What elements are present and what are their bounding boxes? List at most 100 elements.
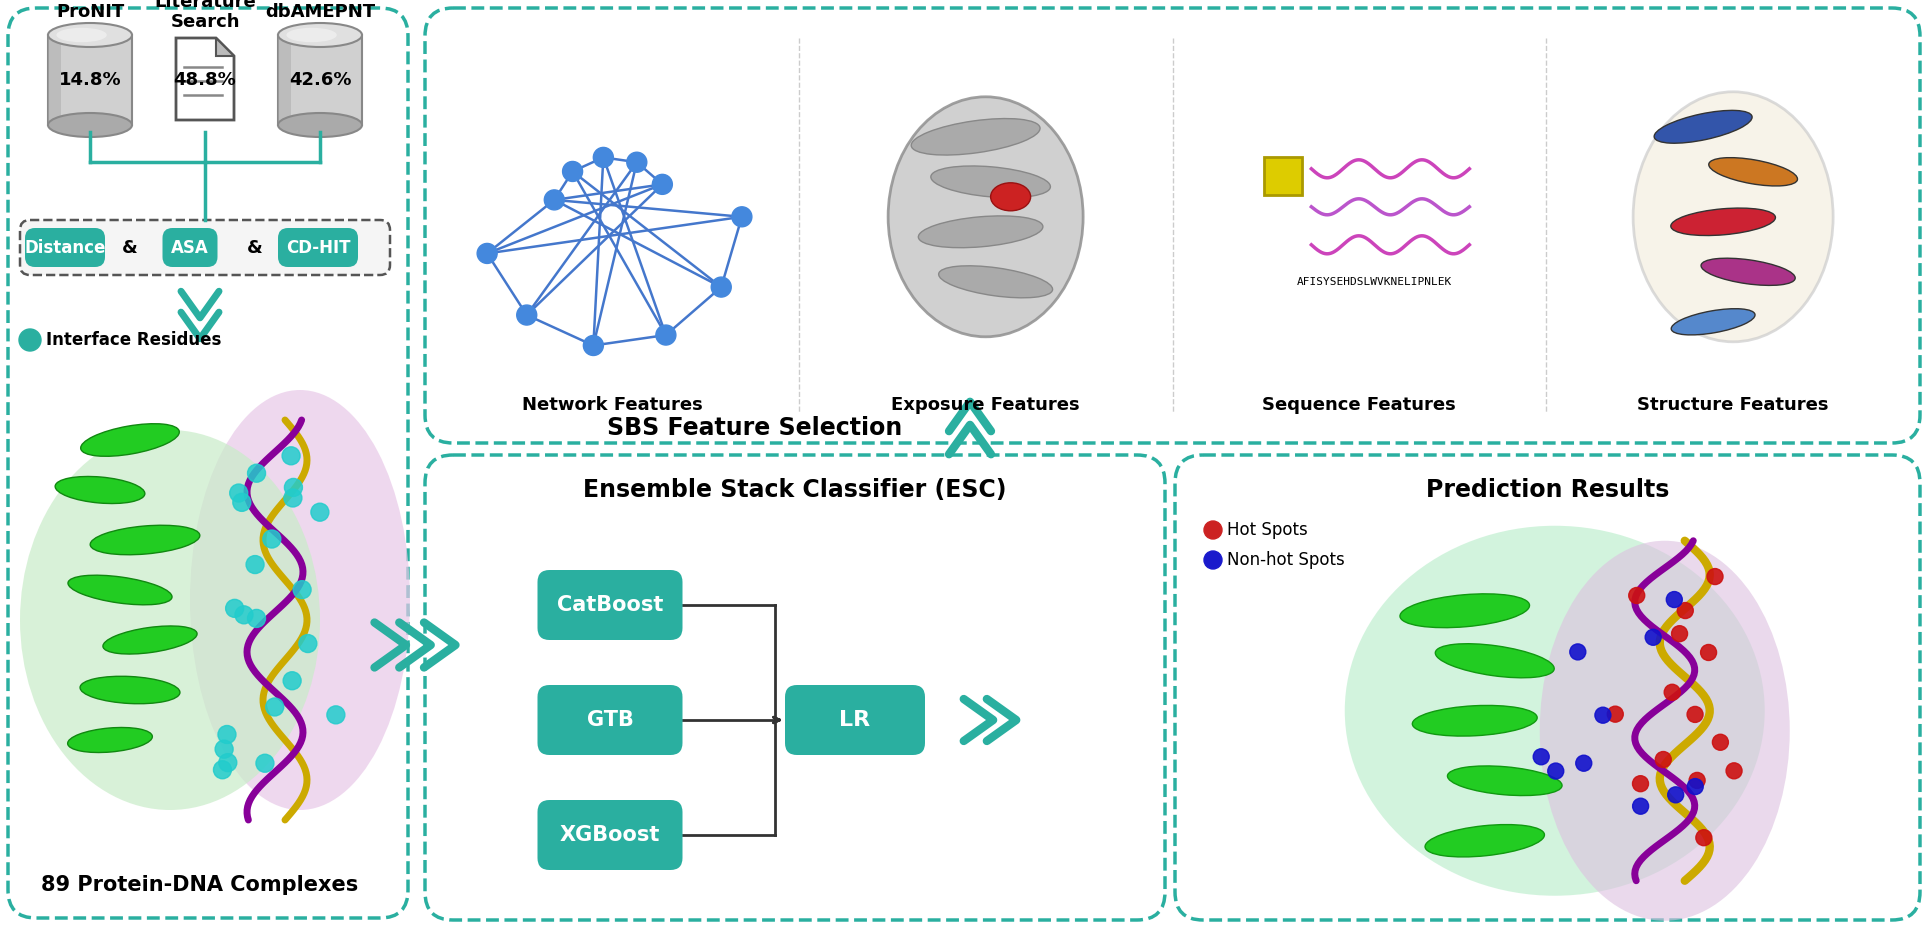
FancyBboxPatch shape <box>25 228 104 267</box>
Text: Interface Residues: Interface Residues <box>46 331 222 349</box>
Circle shape <box>1676 603 1694 618</box>
Circle shape <box>1204 521 1222 539</box>
Circle shape <box>19 329 40 351</box>
Ellipse shape <box>1436 643 1555 678</box>
Circle shape <box>1696 830 1711 845</box>
Text: &: & <box>247 238 262 257</box>
Circle shape <box>266 698 283 716</box>
Circle shape <box>1534 749 1549 765</box>
Text: Hot Spots: Hot Spots <box>1227 521 1308 539</box>
Circle shape <box>247 464 266 482</box>
Text: ProNIT: ProNIT <box>56 3 123 21</box>
Ellipse shape <box>67 575 172 604</box>
FancyBboxPatch shape <box>538 800 682 870</box>
Text: Non-hot Spots: Non-hot Spots <box>1227 551 1345 569</box>
Ellipse shape <box>81 677 179 704</box>
Polygon shape <box>175 38 233 120</box>
Ellipse shape <box>1671 208 1775 235</box>
Ellipse shape <box>1671 309 1755 335</box>
Circle shape <box>1702 644 1717 660</box>
Circle shape <box>256 755 274 772</box>
Ellipse shape <box>1540 540 1790 921</box>
Ellipse shape <box>919 216 1043 248</box>
Circle shape <box>543 190 565 210</box>
Text: Ensemble Stack Classifier (ESC): Ensemble Stack Classifier (ESC) <box>584 478 1006 502</box>
Circle shape <box>1628 588 1646 603</box>
Circle shape <box>229 484 249 502</box>
Ellipse shape <box>1709 158 1798 186</box>
Ellipse shape <box>67 728 152 753</box>
Circle shape <box>1655 752 1671 768</box>
Circle shape <box>283 489 303 507</box>
Ellipse shape <box>1632 92 1833 342</box>
Circle shape <box>711 277 730 297</box>
Circle shape <box>285 478 303 497</box>
Ellipse shape <box>48 23 133 47</box>
Circle shape <box>1671 626 1688 641</box>
FancyBboxPatch shape <box>1264 157 1303 195</box>
Ellipse shape <box>102 626 197 654</box>
Circle shape <box>293 580 310 599</box>
Circle shape <box>516 305 538 325</box>
Circle shape <box>225 600 243 617</box>
Ellipse shape <box>1345 526 1765 895</box>
Circle shape <box>594 147 613 168</box>
Ellipse shape <box>277 113 362 137</box>
Ellipse shape <box>277 23 362 47</box>
Text: dbAMEPNT: dbAMEPNT <box>264 3 376 21</box>
Circle shape <box>653 174 673 195</box>
Text: 42.6%: 42.6% <box>289 71 351 89</box>
Ellipse shape <box>81 424 179 456</box>
Circle shape <box>235 606 252 624</box>
Circle shape <box>1665 684 1680 700</box>
Text: CD-HIT: CD-HIT <box>285 238 351 257</box>
Circle shape <box>1688 779 1703 794</box>
Text: &: & <box>121 238 139 257</box>
Circle shape <box>1571 644 1586 660</box>
Ellipse shape <box>91 526 200 554</box>
Circle shape <box>1686 706 1703 722</box>
Circle shape <box>262 530 281 548</box>
Text: AFISYSEHDSLWVKNELIPNLEK: AFISYSEHDSLWVKNELIPNLEK <box>1297 277 1453 286</box>
Text: Sequence Features: Sequence Features <box>1262 396 1457 414</box>
Circle shape <box>310 503 330 521</box>
Ellipse shape <box>1426 825 1544 857</box>
Circle shape <box>220 754 237 771</box>
Circle shape <box>1646 629 1661 645</box>
Ellipse shape <box>931 166 1050 197</box>
Text: 48.8%: 48.8% <box>173 71 237 89</box>
Ellipse shape <box>19 430 320 810</box>
Circle shape <box>1713 734 1729 750</box>
Circle shape <box>732 207 752 227</box>
Circle shape <box>1632 798 1650 814</box>
Ellipse shape <box>287 28 337 43</box>
Ellipse shape <box>938 266 1052 298</box>
Text: 14.8%: 14.8% <box>58 71 121 89</box>
Circle shape <box>233 493 251 512</box>
Circle shape <box>1596 707 1611 723</box>
Ellipse shape <box>56 476 145 503</box>
Ellipse shape <box>911 119 1041 155</box>
Circle shape <box>655 325 676 345</box>
Circle shape <box>1547 763 1563 779</box>
Circle shape <box>1667 591 1682 607</box>
Text: 89 Protein-DNA Complexes: 89 Protein-DNA Complexes <box>40 875 358 895</box>
Circle shape <box>281 447 301 464</box>
Ellipse shape <box>1653 110 1752 144</box>
Polygon shape <box>48 35 60 125</box>
Text: ASA: ASA <box>172 238 208 257</box>
Ellipse shape <box>191 390 410 810</box>
Ellipse shape <box>990 183 1031 210</box>
Ellipse shape <box>56 28 106 43</box>
Ellipse shape <box>1412 705 1538 736</box>
Ellipse shape <box>1702 259 1796 286</box>
Text: XGBoost: XGBoost <box>561 825 661 845</box>
Ellipse shape <box>1401 594 1530 628</box>
FancyBboxPatch shape <box>19 220 389 275</box>
Text: Network Features: Network Features <box>522 396 701 414</box>
Circle shape <box>1632 776 1648 792</box>
Polygon shape <box>277 35 291 125</box>
Circle shape <box>247 555 264 574</box>
Circle shape <box>216 740 233 758</box>
Circle shape <box>299 635 316 653</box>
